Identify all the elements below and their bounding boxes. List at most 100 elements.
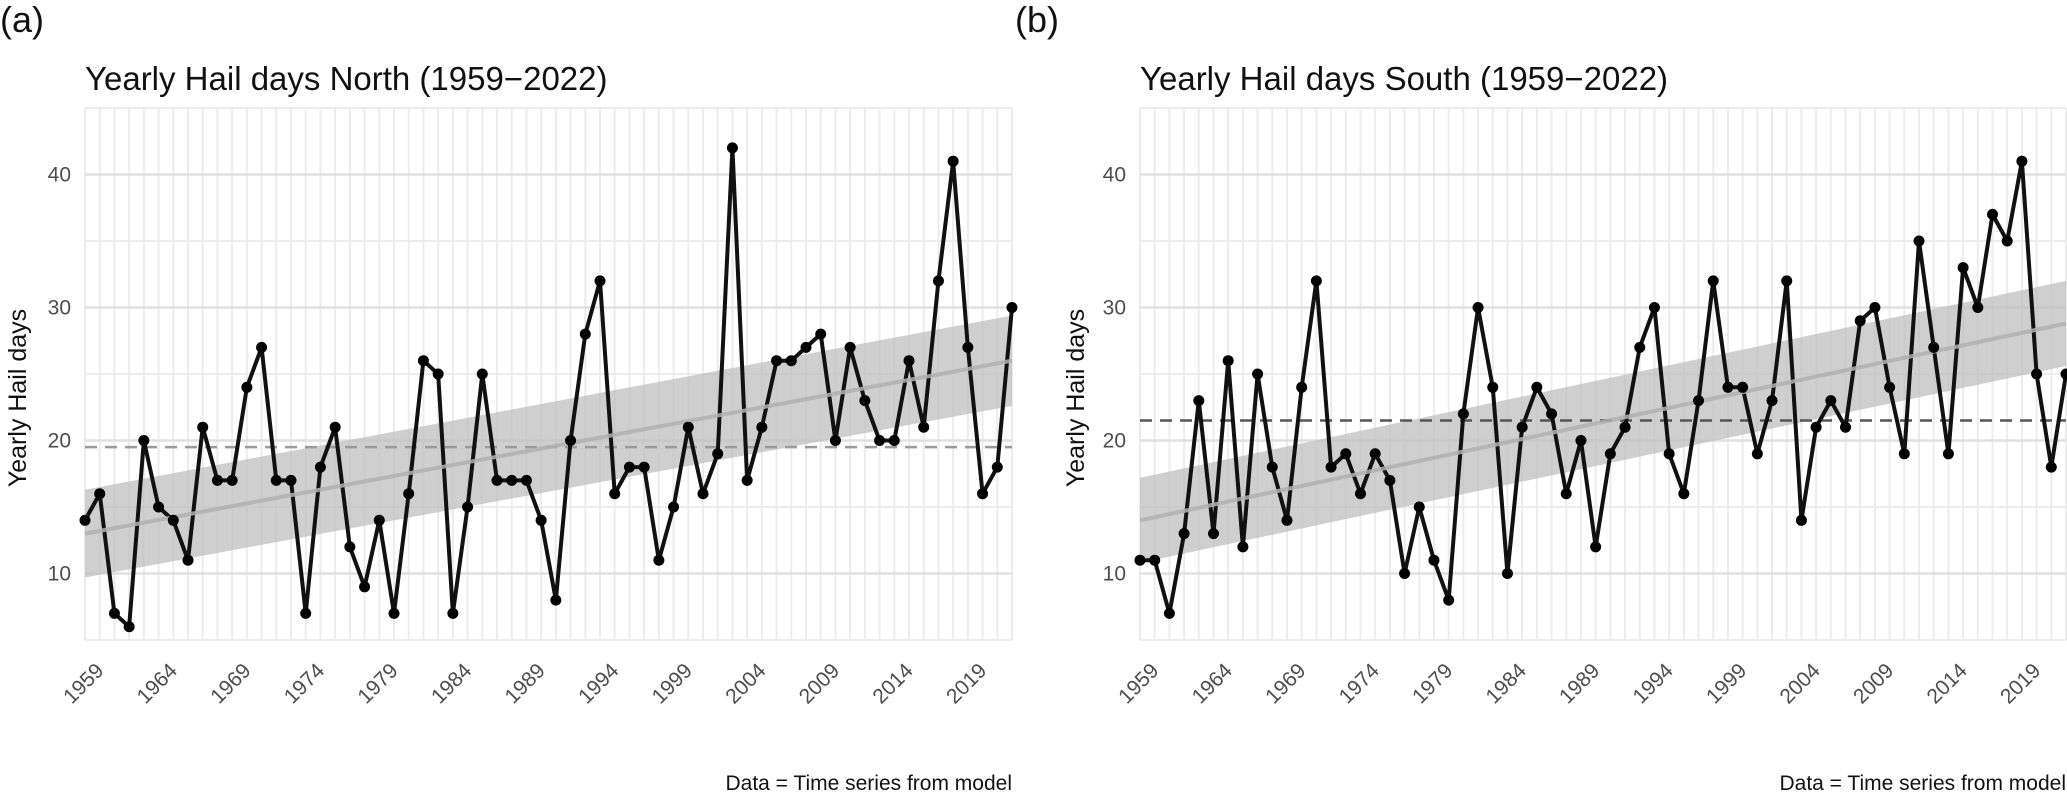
data-point <box>1266 461 1278 473</box>
data-point <box>874 435 886 446</box>
data-point <box>1942 448 1954 460</box>
data-point <box>1781 275 1793 287</box>
data-point <box>741 474 753 486</box>
data-point <box>1457 408 1469 420</box>
data-point <box>1590 541 1602 553</box>
data-point <box>1663 448 1675 460</box>
chart-title-south: Yearly Hail days South (1959−2022) <box>1140 60 1668 97</box>
data-point <box>1501 568 1513 579</box>
data-point <box>756 421 768 433</box>
x-tick-label: 1969 <box>1261 659 1310 708</box>
y-axis-label-north: Yearly Hail days <box>4 309 32 487</box>
data-point <box>506 474 518 486</box>
data-point <box>977 488 989 500</box>
data-point <box>1149 554 1161 566</box>
data-point <box>638 461 650 473</box>
plot-area-north: 10 20 30 40 1959 1964 1969 1974 1979 1984 1989 1994… <box>48 107 1018 709</box>
data-point <box>403 488 415 500</box>
x-tick-label: 2014 <box>868 659 918 709</box>
plot-area-south: 10 20 30 40 1959 1964 1969 1974 1979 1984 1989 1994… <box>1103 107 2067 709</box>
data-point <box>785 355 797 367</box>
panel-letter-b: (b) <box>1015 0 1059 40</box>
y-tick-label: 10 <box>48 563 71 586</box>
caption-north: Data = Time series from model <box>725 772 1012 795</box>
data-point <box>300 607 312 619</box>
x-tick-label: 1989 <box>501 659 550 708</box>
data-point <box>2016 155 2028 167</box>
chart-title-north: Yearly Hail days North (1959−2022) <box>85 60 608 97</box>
data-point <box>1737 381 1749 393</box>
data-point <box>359 581 371 593</box>
data-point <box>1957 262 1969 274</box>
x-tick-label: 1984 <box>1482 659 1532 709</box>
data-point <box>771 355 783 367</box>
y-tick-label: 40 <box>48 164 71 187</box>
data-point <box>2031 368 2043 380</box>
data-point <box>1384 474 1396 486</box>
data-point <box>256 341 268 353</box>
data-point <box>1531 381 1543 393</box>
data-point <box>1516 421 1528 433</box>
data-point <box>476 368 488 380</box>
x-tick-label: 1994 <box>574 659 624 709</box>
data-point <box>1972 302 1984 313</box>
data-point <box>1487 381 1499 393</box>
data-point <box>197 421 209 433</box>
series-line <box>1140 159 2067 616</box>
data-point <box>167 514 179 526</box>
data-point <box>79 514 91 526</box>
data-point <box>211 474 223 486</box>
caption-south: Data = Time series from model <box>1779 772 2066 795</box>
data-point <box>550 594 562 606</box>
panel-letter-a: (a) <box>0 0 44 40</box>
data-point <box>1575 435 1587 446</box>
panel-south: (b) Yearly Hail days South (1959−2022) Y… <box>1015 0 2067 795</box>
x-tick-label: 1964 <box>1188 659 1238 709</box>
x-tick-label: 2004 <box>1776 659 1826 709</box>
data-point <box>844 341 856 353</box>
data-point <box>1546 408 1558 420</box>
data-point <box>535 514 547 526</box>
data-point <box>270 474 282 486</box>
data-point <box>2060 368 2067 380</box>
data-point <box>138 435 150 446</box>
data-point <box>1854 315 1866 327</box>
data-point <box>2001 235 2013 247</box>
data-point <box>962 341 974 353</box>
data-point <box>1869 302 1881 313</box>
data-point <box>623 461 635 473</box>
data-point <box>1178 528 1190 540</box>
data-point <box>682 421 694 433</box>
x-tick-label: 1999 <box>1702 659 1751 708</box>
data-point <box>594 275 606 287</box>
x-tick-label: 2004 <box>721 659 771 709</box>
data-point <box>1193 395 1205 407</box>
data-point <box>726 142 738 154</box>
data-point <box>1281 514 1293 526</box>
data-point <box>1648 302 1660 313</box>
y-axis-label-south: Yearly Hail days <box>1062 309 1090 487</box>
trend-line <box>84 358 1013 536</box>
data-point <box>903 355 915 367</box>
data-point <box>1163 607 1175 619</box>
data-point <box>932 275 944 287</box>
y-tick-label: 20 <box>48 430 71 453</box>
x-tick-label: 1999 <box>648 659 697 708</box>
data-point <box>432 368 444 380</box>
data-point <box>1296 381 1308 393</box>
data-point <box>1604 448 1616 460</box>
data-point <box>1840 421 1852 433</box>
data-point <box>285 474 297 486</box>
data-point <box>1222 355 1234 367</box>
x-tick-label: 2009 <box>795 659 844 708</box>
data-point <box>182 554 194 566</box>
data-point <box>1810 421 1822 433</box>
panel-north: (a) Yearly Hail days North (1959−2022) Y… <box>0 0 1018 795</box>
x-tick-label: 1994 <box>1629 659 1679 709</box>
y-tick-label: 20 <box>1103 430 1126 453</box>
data-point <box>859 395 871 407</box>
data-point <box>1913 235 1925 247</box>
data-point <box>1252 368 1264 380</box>
data-point <box>417 355 429 367</box>
data-point <box>314 461 326 473</box>
